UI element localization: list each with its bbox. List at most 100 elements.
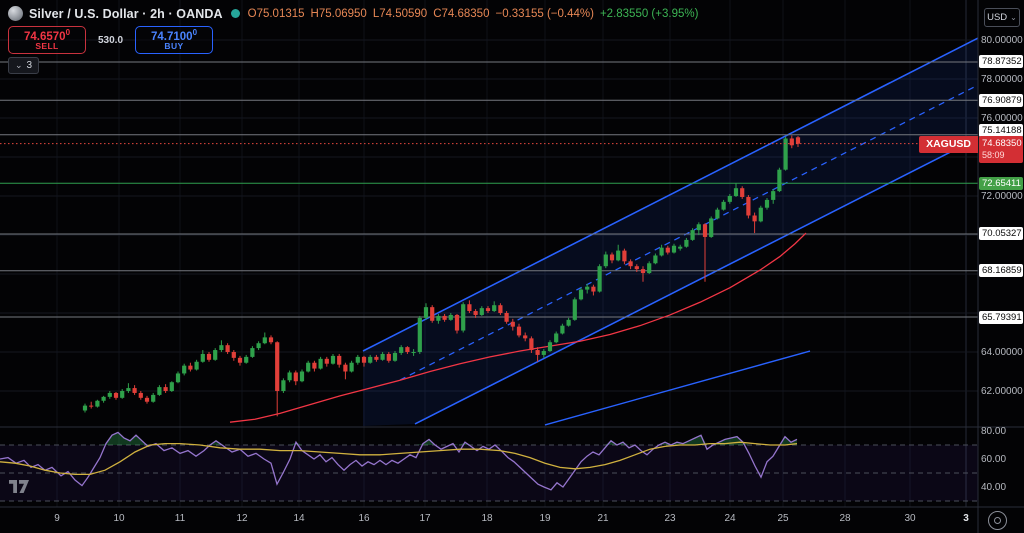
candle (318, 358, 323, 369)
candle (157, 387, 162, 395)
candle (132, 388, 137, 393)
current-price-value: 74.68350 (982, 137, 1022, 149)
market-status-icon (230, 9, 240, 18)
candle (554, 333, 559, 343)
candle (603, 254, 608, 267)
price-axis-label: 80.00000 (981, 35, 1023, 46)
symbol-legend[interactable]: Silver / U.S. Dollar · 2h · OANDA O75.01… (8, 6, 698, 21)
time-axis-label: 24 (724, 513, 736, 524)
candle (678, 246, 683, 249)
ohlc-low: L74.50590 (372, 7, 428, 20)
candle (467, 304, 472, 312)
candle (560, 325, 565, 334)
candle (609, 254, 615, 261)
candle (380, 353, 385, 360)
symbol-price-tag: XAGUSD (919, 135, 978, 153)
time-axis-label: 14 (293, 513, 305, 524)
candle (535, 350, 540, 355)
tradingview-logo[interactable] (8, 477, 34, 495)
candle (337, 355, 342, 365)
candle (237, 357, 243, 363)
candle (361, 356, 367, 363)
candle (541, 351, 546, 355)
time-axis-label: 17 (419, 513, 431, 524)
time-axis-label: 11 (174, 513, 186, 524)
candle (727, 196, 732, 202)
buy-button[interactable]: 74.71000 BUY (135, 26, 213, 54)
candle (572, 299, 577, 320)
candle (268, 337, 274, 343)
price-axis-label: 62.00000 (981, 386, 1023, 397)
trade-widget: 74.65700 SELL 530.0 74.71000 BUY (8, 26, 213, 54)
axis-settings-button[interactable] (988, 511, 1007, 530)
sell-button[interactable]: 74.65700 SELL (8, 26, 86, 54)
bar-change: −0.33155 (−0.44%) (495, 7, 594, 20)
rsi-axis-label: 40.00 (981, 482, 1007, 493)
candle (120, 391, 125, 398)
candle (405, 347, 410, 352)
price-level-label: 72.65411 (979, 176, 1023, 190)
candle (721, 201, 726, 210)
candle (399, 347, 404, 353)
price-level-label: 65.79391 (979, 310, 1023, 324)
time-axis-label: 30 (904, 513, 916, 524)
ohlc-high: H75.06950 (310, 7, 367, 20)
candle (492, 305, 497, 312)
indicators-collapse-button[interactable]: ⌄ 3 (8, 57, 40, 74)
candle (764, 199, 770, 208)
session-change: +2.83550 (+3.95%) (599, 7, 699, 20)
candle (182, 365, 187, 374)
price-level-label: 70.05327 (979, 227, 1023, 241)
candle (368, 356, 373, 363)
candle (640, 269, 646, 274)
time-axis-label: 10 (113, 513, 125, 524)
candle (324, 358, 329, 364)
candle (628, 261, 633, 267)
candle (690, 230, 695, 240)
rsi-axis-label: 60.00 (981, 454, 1007, 465)
symbol-title[interactable]: Silver / U.S. Dollar · 2h · OANDA (29, 6, 223, 21)
time-axis-label: 23 (664, 513, 676, 524)
candle (777, 169, 782, 192)
spread-value: 530.0 (97, 34, 124, 46)
bar-countdown: 58:09 (982, 149, 1005, 160)
candle (585, 286, 590, 290)
ohlc-close: C74.68350 (433, 7, 490, 20)
candle (411, 352, 416, 353)
candle (169, 382, 174, 391)
time-axis-label: 12 (236, 513, 248, 524)
candle (461, 304, 466, 331)
price-level-label: 76.90879 (979, 93, 1023, 107)
candle (547, 342, 553, 352)
candle (696, 224, 701, 231)
time-axis-label: 9 (54, 513, 60, 524)
ohlc-open: O75.01315 (247, 7, 305, 20)
candle (287, 372, 292, 381)
candle (213, 350, 218, 360)
candle (101, 396, 106, 401)
price-level-label: 68.16859 (979, 264, 1023, 278)
candle (591, 286, 596, 292)
price-axis-label: 64.00000 (981, 347, 1023, 358)
candle (733, 188, 739, 196)
time-axis-label: 28 (839, 513, 851, 524)
candle (430, 307, 435, 321)
candle (752, 215, 757, 222)
candle (566, 319, 571, 326)
candle (758, 207, 763, 222)
currency-selector[interactable]: USD ⌄ (984, 8, 1020, 27)
candle (597, 266, 602, 292)
gear-icon (994, 517, 1001, 524)
symbol-logo-icon (8, 6, 23, 21)
candle (473, 311, 478, 315)
time-axis-label: 3 (963, 513, 969, 524)
candle (275, 342, 280, 391)
candle (244, 356, 249, 363)
candle (454, 314, 460, 331)
chevron-down-icon: ⌄ (15, 60, 23, 70)
candle (175, 373, 181, 383)
candle (529, 338, 534, 351)
indicators-count: 3 (26, 60, 33, 71)
candle (281, 380, 286, 391)
